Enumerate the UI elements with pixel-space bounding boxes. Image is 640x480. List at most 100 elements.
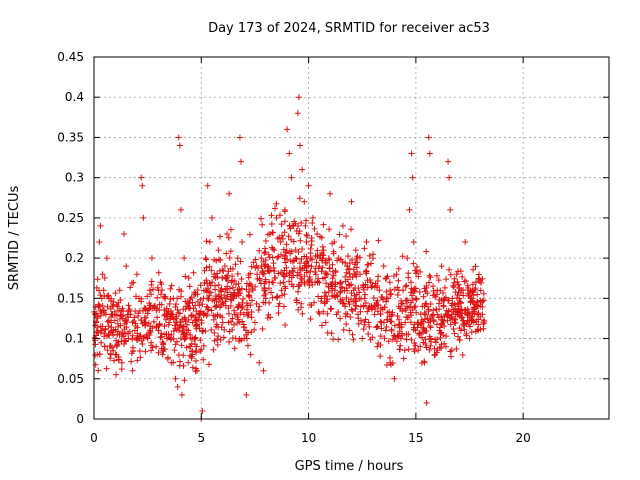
data-point [120,333,127,340]
data-point [475,321,482,328]
data-point [243,286,250,293]
data-point [276,212,283,219]
data-point [119,329,126,336]
data-point [129,336,136,343]
data-point [444,317,451,324]
data-point [299,310,306,317]
data-point [186,283,193,290]
data-point [157,279,164,286]
data-point [258,263,265,270]
data-point [349,331,356,338]
data-point [201,279,208,286]
data-point [445,297,452,304]
data-point [256,359,263,366]
data-point [140,214,147,221]
data-point [209,214,216,221]
data-point [247,270,254,277]
data-point [344,311,351,318]
data-point [215,324,222,331]
data-point [435,314,442,321]
data-point [137,354,144,361]
data-point [230,295,237,302]
data-point [163,335,170,342]
data-point [195,316,202,323]
data-point [378,293,385,300]
data-point [444,312,451,319]
data-point [127,311,134,318]
data-point [386,308,393,315]
data-point [360,282,367,289]
data-point [100,307,107,314]
data-point [410,239,417,246]
data-point [136,295,143,302]
data-point [349,256,356,263]
data-point [94,324,101,331]
data-point [323,298,330,305]
data-point [305,262,312,269]
data-point [432,293,439,300]
data-point [109,303,116,310]
data-point [148,281,155,288]
data-point [229,265,236,272]
data-point [114,328,121,335]
data-point [408,336,415,343]
data-point [350,287,357,294]
data-point [281,267,288,274]
data-point [121,337,128,344]
data-point [427,324,434,331]
data-point [309,214,316,221]
data-point [149,325,156,332]
data-point [203,312,210,319]
data-points [91,94,488,422]
data-point [192,357,199,364]
data-point [343,233,350,240]
data-point [199,328,206,335]
data-point [166,319,173,326]
data-point [438,263,445,270]
data-point [352,247,359,254]
data-point [132,323,139,330]
data-point [303,217,310,224]
data-point [423,248,430,255]
data-point [133,334,140,341]
data-point [220,334,227,341]
data-point [319,275,326,282]
data-point [133,271,140,278]
data-point [321,289,328,296]
data-point [363,239,370,246]
data-point [403,336,410,343]
data-point [134,330,141,337]
data-point [451,319,458,326]
data-point [107,342,114,349]
data-point [200,356,207,363]
data-point [216,233,223,240]
data-point [374,323,381,330]
data-point [130,279,137,286]
data-point [103,365,110,372]
data-point [477,287,484,294]
data-point [302,222,309,229]
data-point [472,279,479,286]
data-point [452,311,459,318]
data-point [261,245,268,252]
data-point [422,336,429,343]
data-point [314,253,321,260]
data-point [177,206,184,213]
data-point [455,268,462,275]
data-point [453,271,460,278]
data-point [246,231,253,238]
data-point [415,319,422,326]
data-point [335,336,342,343]
data-point [110,327,117,334]
data-point [142,319,149,326]
data-point [240,321,247,328]
data-point [190,269,197,276]
data-point [299,246,306,253]
data-point [118,359,125,366]
data-point [98,327,105,334]
data-point [289,258,296,265]
data-point [161,311,168,318]
data-point [224,230,231,237]
x-tick-label: 10 [301,431,316,445]
data-point [213,303,220,310]
